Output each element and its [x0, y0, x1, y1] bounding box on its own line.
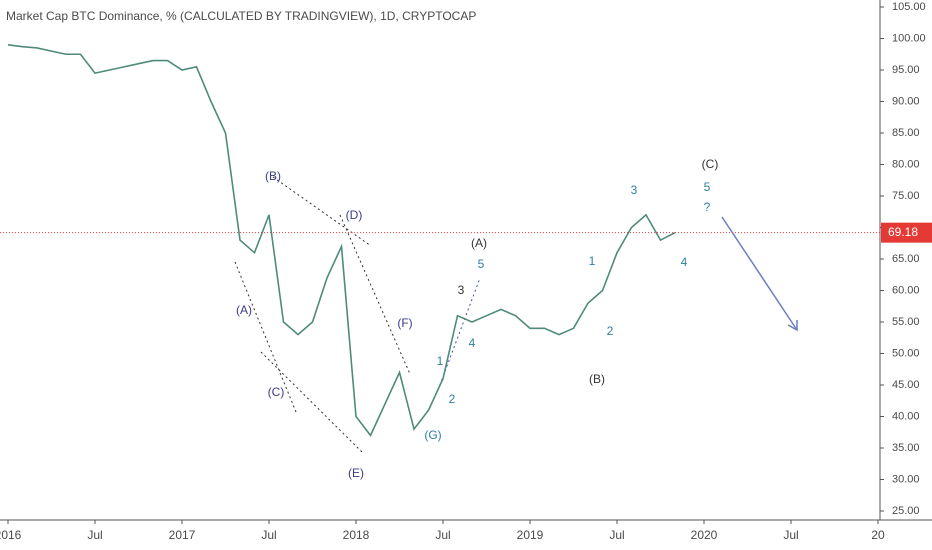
- chart-title: Market Cap BTC Dominance, % (CALCULATED …: [6, 9, 476, 23]
- wave-label: 5: [478, 257, 485, 271]
- wave-label: ?: [704, 200, 711, 214]
- y-tick-label: 40.00: [892, 410, 920, 422]
- wave-label: (A): [471, 236, 487, 250]
- x-tick-label: Jul: [87, 528, 102, 542]
- x-tick-label: Jul: [435, 528, 450, 542]
- wave-label: (F): [397, 316, 412, 330]
- y-tick-label: 35.00: [892, 442, 920, 454]
- y-tick-label: 60.00: [892, 284, 920, 296]
- x-tick-label: 2018: [343, 528, 370, 542]
- wave-label: (G): [424, 428, 441, 442]
- y-tick-label: 95.00: [892, 64, 920, 76]
- wave-label: (B): [589, 372, 605, 386]
- wave-label: 2: [607, 324, 614, 338]
- y-tick-label: 80.00: [892, 158, 920, 170]
- y-tick-label: 90.00: [892, 95, 920, 107]
- wave-label: 3: [631, 183, 638, 197]
- wave-label: 1: [589, 254, 596, 268]
- wave-label: (E): [348, 466, 364, 480]
- y-tick-label: 30.00: [892, 473, 920, 485]
- y-tick-label: 100.00: [892, 32, 926, 44]
- last-price-label: 69.18: [888, 225, 918, 239]
- wave-label: (C): [702, 157, 719, 171]
- wave-label: (D): [346, 208, 363, 222]
- x-tick-label: Jul: [609, 528, 624, 542]
- x-tick-label: 2017: [169, 528, 196, 542]
- last-price-box: [881, 222, 932, 243]
- x-tick-label: 2016: [0, 528, 22, 542]
- y-tick-label: 45.00: [892, 379, 920, 391]
- y-tick-label: 75.00: [892, 190, 920, 202]
- wave-label: (C): [268, 385, 285, 399]
- y-tick-label: 85.00: [892, 127, 920, 139]
- y-tick-label: 50.00: [892, 347, 920, 359]
- price-line: [7, 44, 676, 437]
- wave-label: 4: [681, 255, 688, 269]
- wave-label: 5: [704, 180, 711, 194]
- y-tick-label: 65.00: [892, 253, 920, 265]
- forecast-arrow: [721, 216, 798, 332]
- wave-label: 2: [449, 392, 456, 406]
- x-tick-label: 2020: [691, 528, 718, 542]
- wave-label: 4: [469, 336, 476, 350]
- x-tick-label: Jul: [783, 528, 798, 542]
- wave-label: (B): [265, 169, 281, 183]
- y-tick-label: 105.00: [892, 1, 926, 13]
- y-tick-label: 25.00: [892, 505, 920, 517]
- wave-label: 1: [437, 354, 444, 368]
- x-tick-label: Jul: [261, 528, 276, 542]
- wave-label: (A): [236, 303, 252, 317]
- x-tick-label: 20: [871, 528, 885, 542]
- wave-lines: [234, 176, 411, 453]
- x-tick-label: 2019: [517, 528, 544, 542]
- wave-label: 3: [458, 283, 465, 297]
- y-tick-label: 55.00: [892, 316, 920, 328]
